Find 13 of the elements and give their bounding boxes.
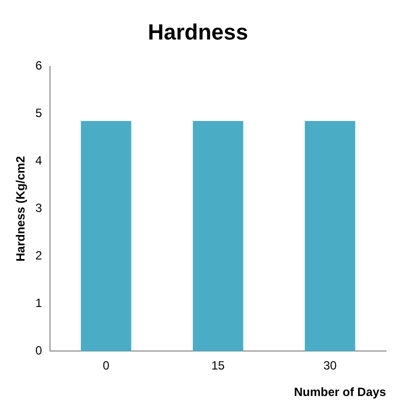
y-tick-label: 5 <box>35 106 42 120</box>
y-tick-label: 6 <box>35 58 42 73</box>
x-tick-label: 30 <box>323 358 338 373</box>
y-axis-title: Hardness (Kg/cm2 <box>14 156 28 262</box>
y-tick-label: 0 <box>35 344 42 358</box>
chart-title: Hardness <box>148 19 248 44</box>
y-tick-label: 3 <box>35 201 42 216</box>
y-tick-label: 1 <box>35 296 42 310</box>
y-tick-label: 2 <box>35 248 42 263</box>
x-axis-title: Number of Days <box>294 385 386 400</box>
x-tick-label: 0 <box>102 358 110 373</box>
y-tick-label: 4 <box>35 154 42 168</box>
x-tick-label: 15 <box>211 358 226 373</box>
